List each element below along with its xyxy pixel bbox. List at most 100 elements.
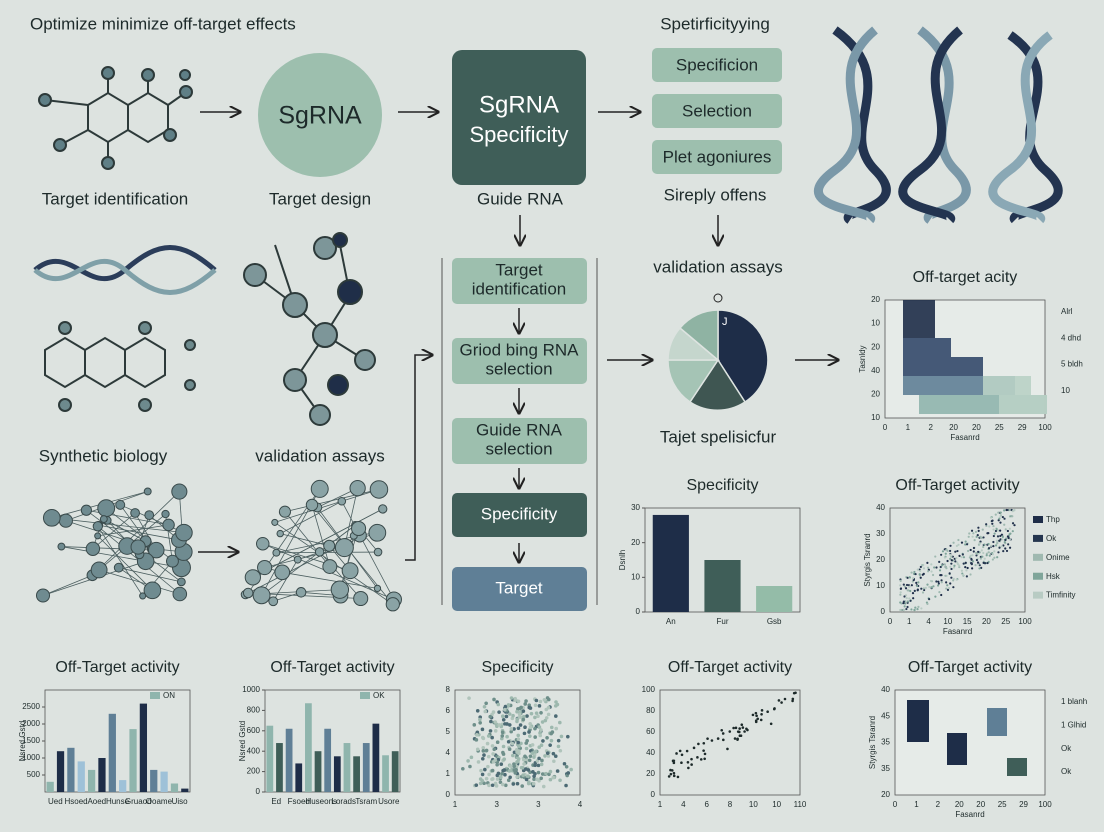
scatter-dot xyxy=(985,524,988,528)
scatter-dot xyxy=(930,586,933,589)
scatter-dot xyxy=(738,727,741,730)
box-text: Specificity xyxy=(469,122,568,147)
scatter-dot xyxy=(522,731,527,736)
bar xyxy=(652,514,689,612)
scatter-dot xyxy=(566,771,571,775)
y-tick-label: 35 xyxy=(881,764,890,773)
scatter-dot xyxy=(549,725,554,730)
legend-text: Ok xyxy=(1061,767,1072,776)
cluster-node xyxy=(143,487,152,496)
scatter-dot xyxy=(510,741,515,746)
y-tick-label: 20 xyxy=(881,790,890,799)
plot-area xyxy=(889,507,1026,613)
scatter-dot xyxy=(979,540,982,543)
legend-text: ON xyxy=(163,691,175,700)
scatter-dot xyxy=(515,775,519,779)
legend-text: Thp xyxy=(1046,515,1060,524)
scatter-dot xyxy=(524,741,529,745)
scatter-dot xyxy=(486,764,490,769)
y-tick-label: 20 xyxy=(871,390,880,399)
scatter-dot xyxy=(1000,533,1003,536)
scatter-dot xyxy=(559,734,564,739)
scatter-dot xyxy=(1004,528,1007,531)
cluster-node xyxy=(175,523,193,542)
x-axis-label: Fasanrd xyxy=(950,433,979,442)
scatter-dot xyxy=(469,755,474,760)
scatter-dot xyxy=(503,704,508,709)
scatter-dot xyxy=(527,780,531,784)
scatter-dot xyxy=(528,754,533,759)
scatter-dot xyxy=(740,723,744,727)
scatter-dot xyxy=(993,550,996,553)
scatter-dot xyxy=(1003,540,1006,544)
y-tick-label: 40 xyxy=(881,685,890,694)
y-tick-label: 20 xyxy=(876,555,885,564)
scatter-dot xyxy=(1008,538,1011,541)
scatter-dot xyxy=(903,608,906,612)
y-tick-label: 2500 xyxy=(22,702,40,711)
scatter-dot xyxy=(500,734,505,738)
box-text: SgRNA xyxy=(479,91,559,118)
cluster-link xyxy=(272,559,299,602)
heat-cell xyxy=(1031,395,1047,414)
scatter-dot xyxy=(721,732,725,735)
scatter-dot xyxy=(899,601,902,604)
scatter-dot xyxy=(522,762,526,766)
cluster-link xyxy=(341,501,395,600)
scatter-dot xyxy=(509,696,514,700)
cluster-node xyxy=(176,577,186,587)
scatter-dot xyxy=(989,516,993,519)
scatter-dot xyxy=(777,699,781,702)
scatter-dot xyxy=(1001,538,1004,541)
options-footer: Sireply offens xyxy=(664,185,767,204)
scatter-dot xyxy=(539,762,544,767)
x-tick-label: 20 xyxy=(972,423,981,432)
scatter-dot xyxy=(957,543,960,546)
scatter-dot xyxy=(943,563,946,566)
cluster-node xyxy=(256,536,270,551)
bar xyxy=(67,747,75,792)
cluster-link xyxy=(311,504,331,567)
chart-title: Off-Target activity xyxy=(908,659,1032,676)
scatter-dot xyxy=(497,723,502,727)
scatter-dot xyxy=(505,734,509,739)
scatter-dot xyxy=(903,585,906,588)
scatter-dot xyxy=(741,726,745,729)
scatter-dot xyxy=(521,757,526,762)
step-text: Specificity xyxy=(481,504,558,523)
legend-text: Hsk xyxy=(1046,572,1061,581)
x-axis-label: Fasanrd xyxy=(955,810,984,819)
scatter-dot xyxy=(755,714,758,718)
x-tick-label: 25 xyxy=(995,423,1004,432)
scatter-dot xyxy=(955,578,958,581)
scatter-dot xyxy=(500,771,504,776)
scatter-dot xyxy=(548,769,553,774)
scatter-dot xyxy=(501,750,505,755)
scatter-dot xyxy=(962,556,966,559)
scatter-dot xyxy=(955,557,958,560)
scatter-dot xyxy=(948,572,951,575)
scatter-dot xyxy=(955,544,958,548)
x-tick-label: 4 xyxy=(681,800,686,809)
cluster-node xyxy=(130,508,140,518)
scatter-dot xyxy=(526,768,531,772)
cluster-node xyxy=(378,504,388,514)
bar xyxy=(181,788,189,792)
legend-text: Ok xyxy=(1046,534,1057,543)
bar xyxy=(391,751,399,792)
scatter-dot xyxy=(488,714,493,719)
scatter-dot xyxy=(672,761,676,765)
bar xyxy=(160,771,168,792)
scatter-dot xyxy=(483,767,487,772)
scatter-dot xyxy=(516,737,521,741)
chart-title: Off-Target activity xyxy=(55,659,179,676)
scatter-dot xyxy=(988,525,991,528)
scatter-dot xyxy=(501,714,505,719)
scatter-dot xyxy=(680,753,684,757)
scatter-dot xyxy=(527,730,531,734)
scatter-dot xyxy=(977,529,980,532)
scatter-dot xyxy=(486,734,491,738)
scatter-dot xyxy=(495,777,500,781)
legend-swatch xyxy=(1033,516,1043,523)
scatter-dot xyxy=(545,751,550,755)
